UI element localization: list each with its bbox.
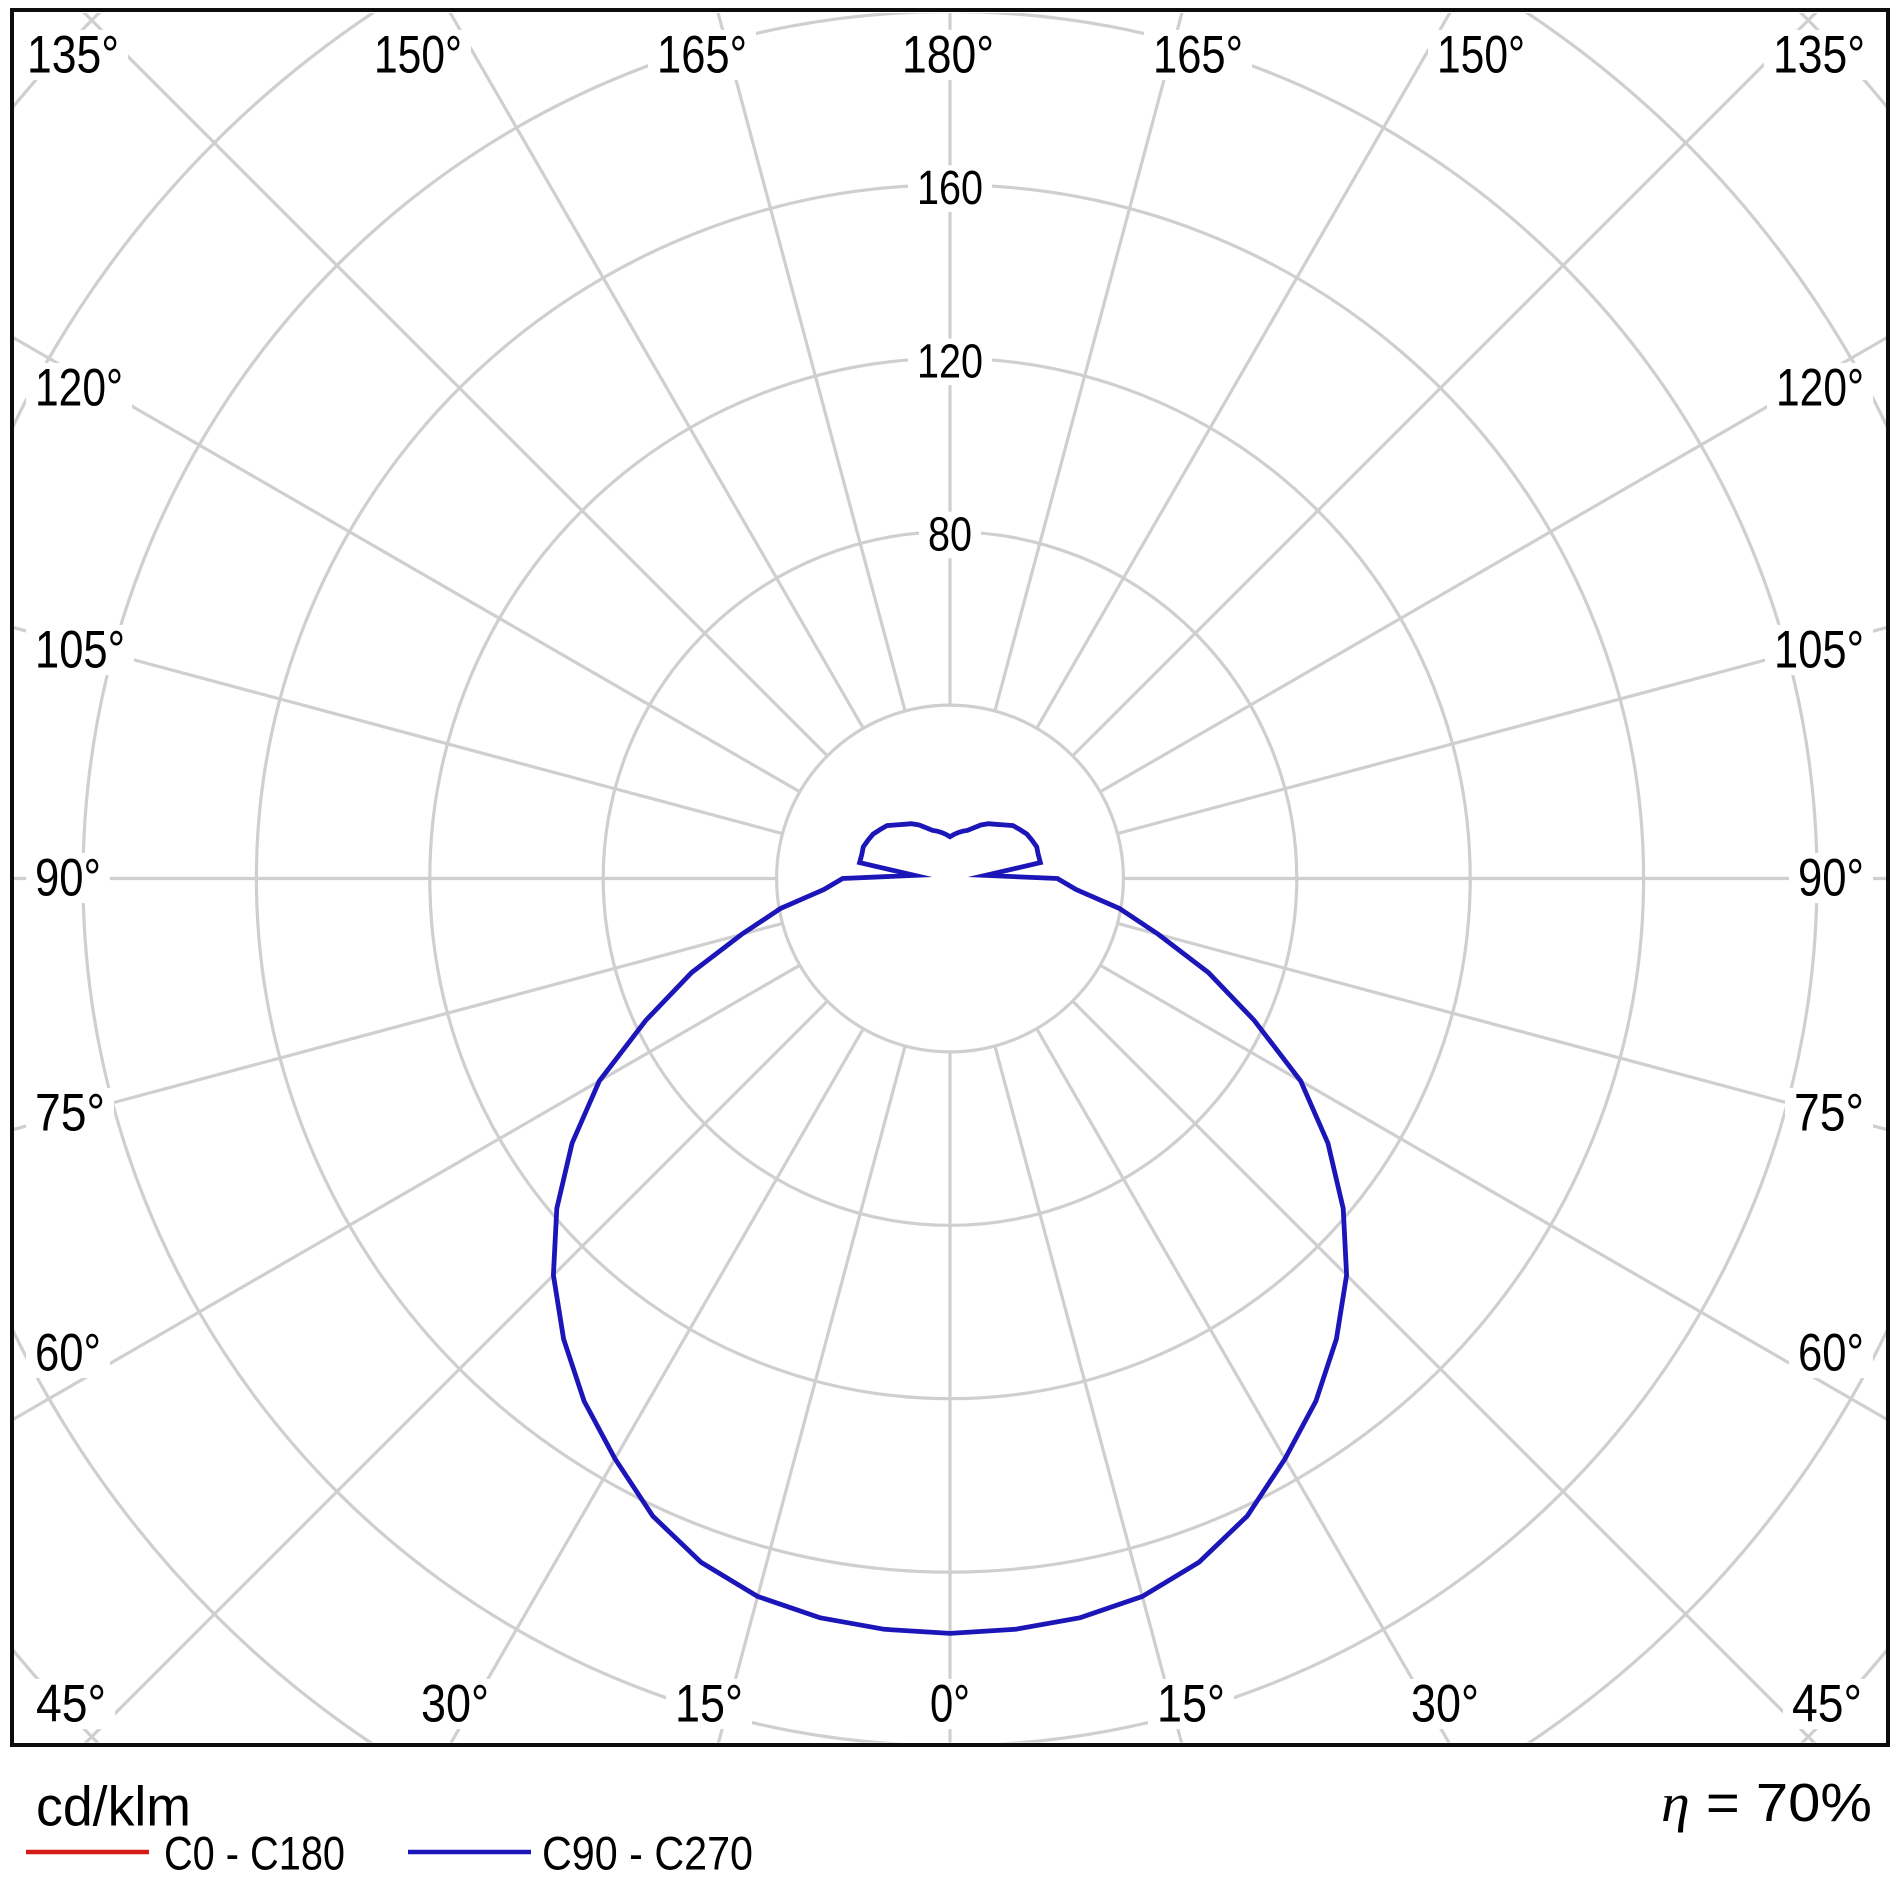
svg-text:75°: 75° bbox=[1794, 1084, 1864, 1143]
svg-text:80: 80 bbox=[928, 509, 972, 562]
svg-text:180°: 180° bbox=[902, 26, 994, 85]
svg-text:15°: 15° bbox=[1157, 1675, 1225, 1734]
svg-text:60°: 60° bbox=[35, 1324, 101, 1383]
svg-text:C0 - C180: C0 - C180 bbox=[164, 1827, 345, 1880]
svg-text:120°: 120° bbox=[1776, 359, 1864, 418]
svg-text:45°: 45° bbox=[1792, 1675, 1862, 1734]
svg-text:0°: 0° bbox=[930, 1675, 970, 1734]
svg-text:15°: 15° bbox=[675, 1675, 743, 1734]
svg-text:45°: 45° bbox=[36, 1675, 106, 1734]
svg-text:120°: 120° bbox=[35, 359, 123, 418]
svg-text:105°: 105° bbox=[1774, 621, 1864, 680]
svg-text:C90 - C270: C90 - C270 bbox=[542, 1827, 753, 1880]
svg-text:30°: 30° bbox=[421, 1675, 489, 1734]
svg-text:150°: 150° bbox=[1437, 26, 1525, 85]
svg-text:60°: 60° bbox=[1798, 1324, 1864, 1383]
svg-text:105°: 105° bbox=[35, 621, 125, 680]
svg-text:75°: 75° bbox=[35, 1084, 105, 1143]
svg-text:135°: 135° bbox=[27, 26, 119, 85]
svg-text:η = 70%: η = 70% bbox=[1661, 1773, 1872, 1833]
svg-text:165°: 165° bbox=[657, 26, 747, 85]
svg-text:30°: 30° bbox=[1411, 1675, 1479, 1734]
svg-text:160: 160 bbox=[917, 162, 983, 215]
svg-text:90°: 90° bbox=[1798, 849, 1864, 908]
svg-text:165°: 165° bbox=[1153, 26, 1243, 85]
svg-text:90°: 90° bbox=[35, 849, 101, 908]
svg-text:135°: 135° bbox=[1773, 26, 1865, 85]
svg-text:120: 120 bbox=[917, 335, 983, 388]
svg-text:150°: 150° bbox=[374, 26, 462, 85]
svg-text:cd/klm: cd/klm bbox=[36, 1775, 191, 1838]
